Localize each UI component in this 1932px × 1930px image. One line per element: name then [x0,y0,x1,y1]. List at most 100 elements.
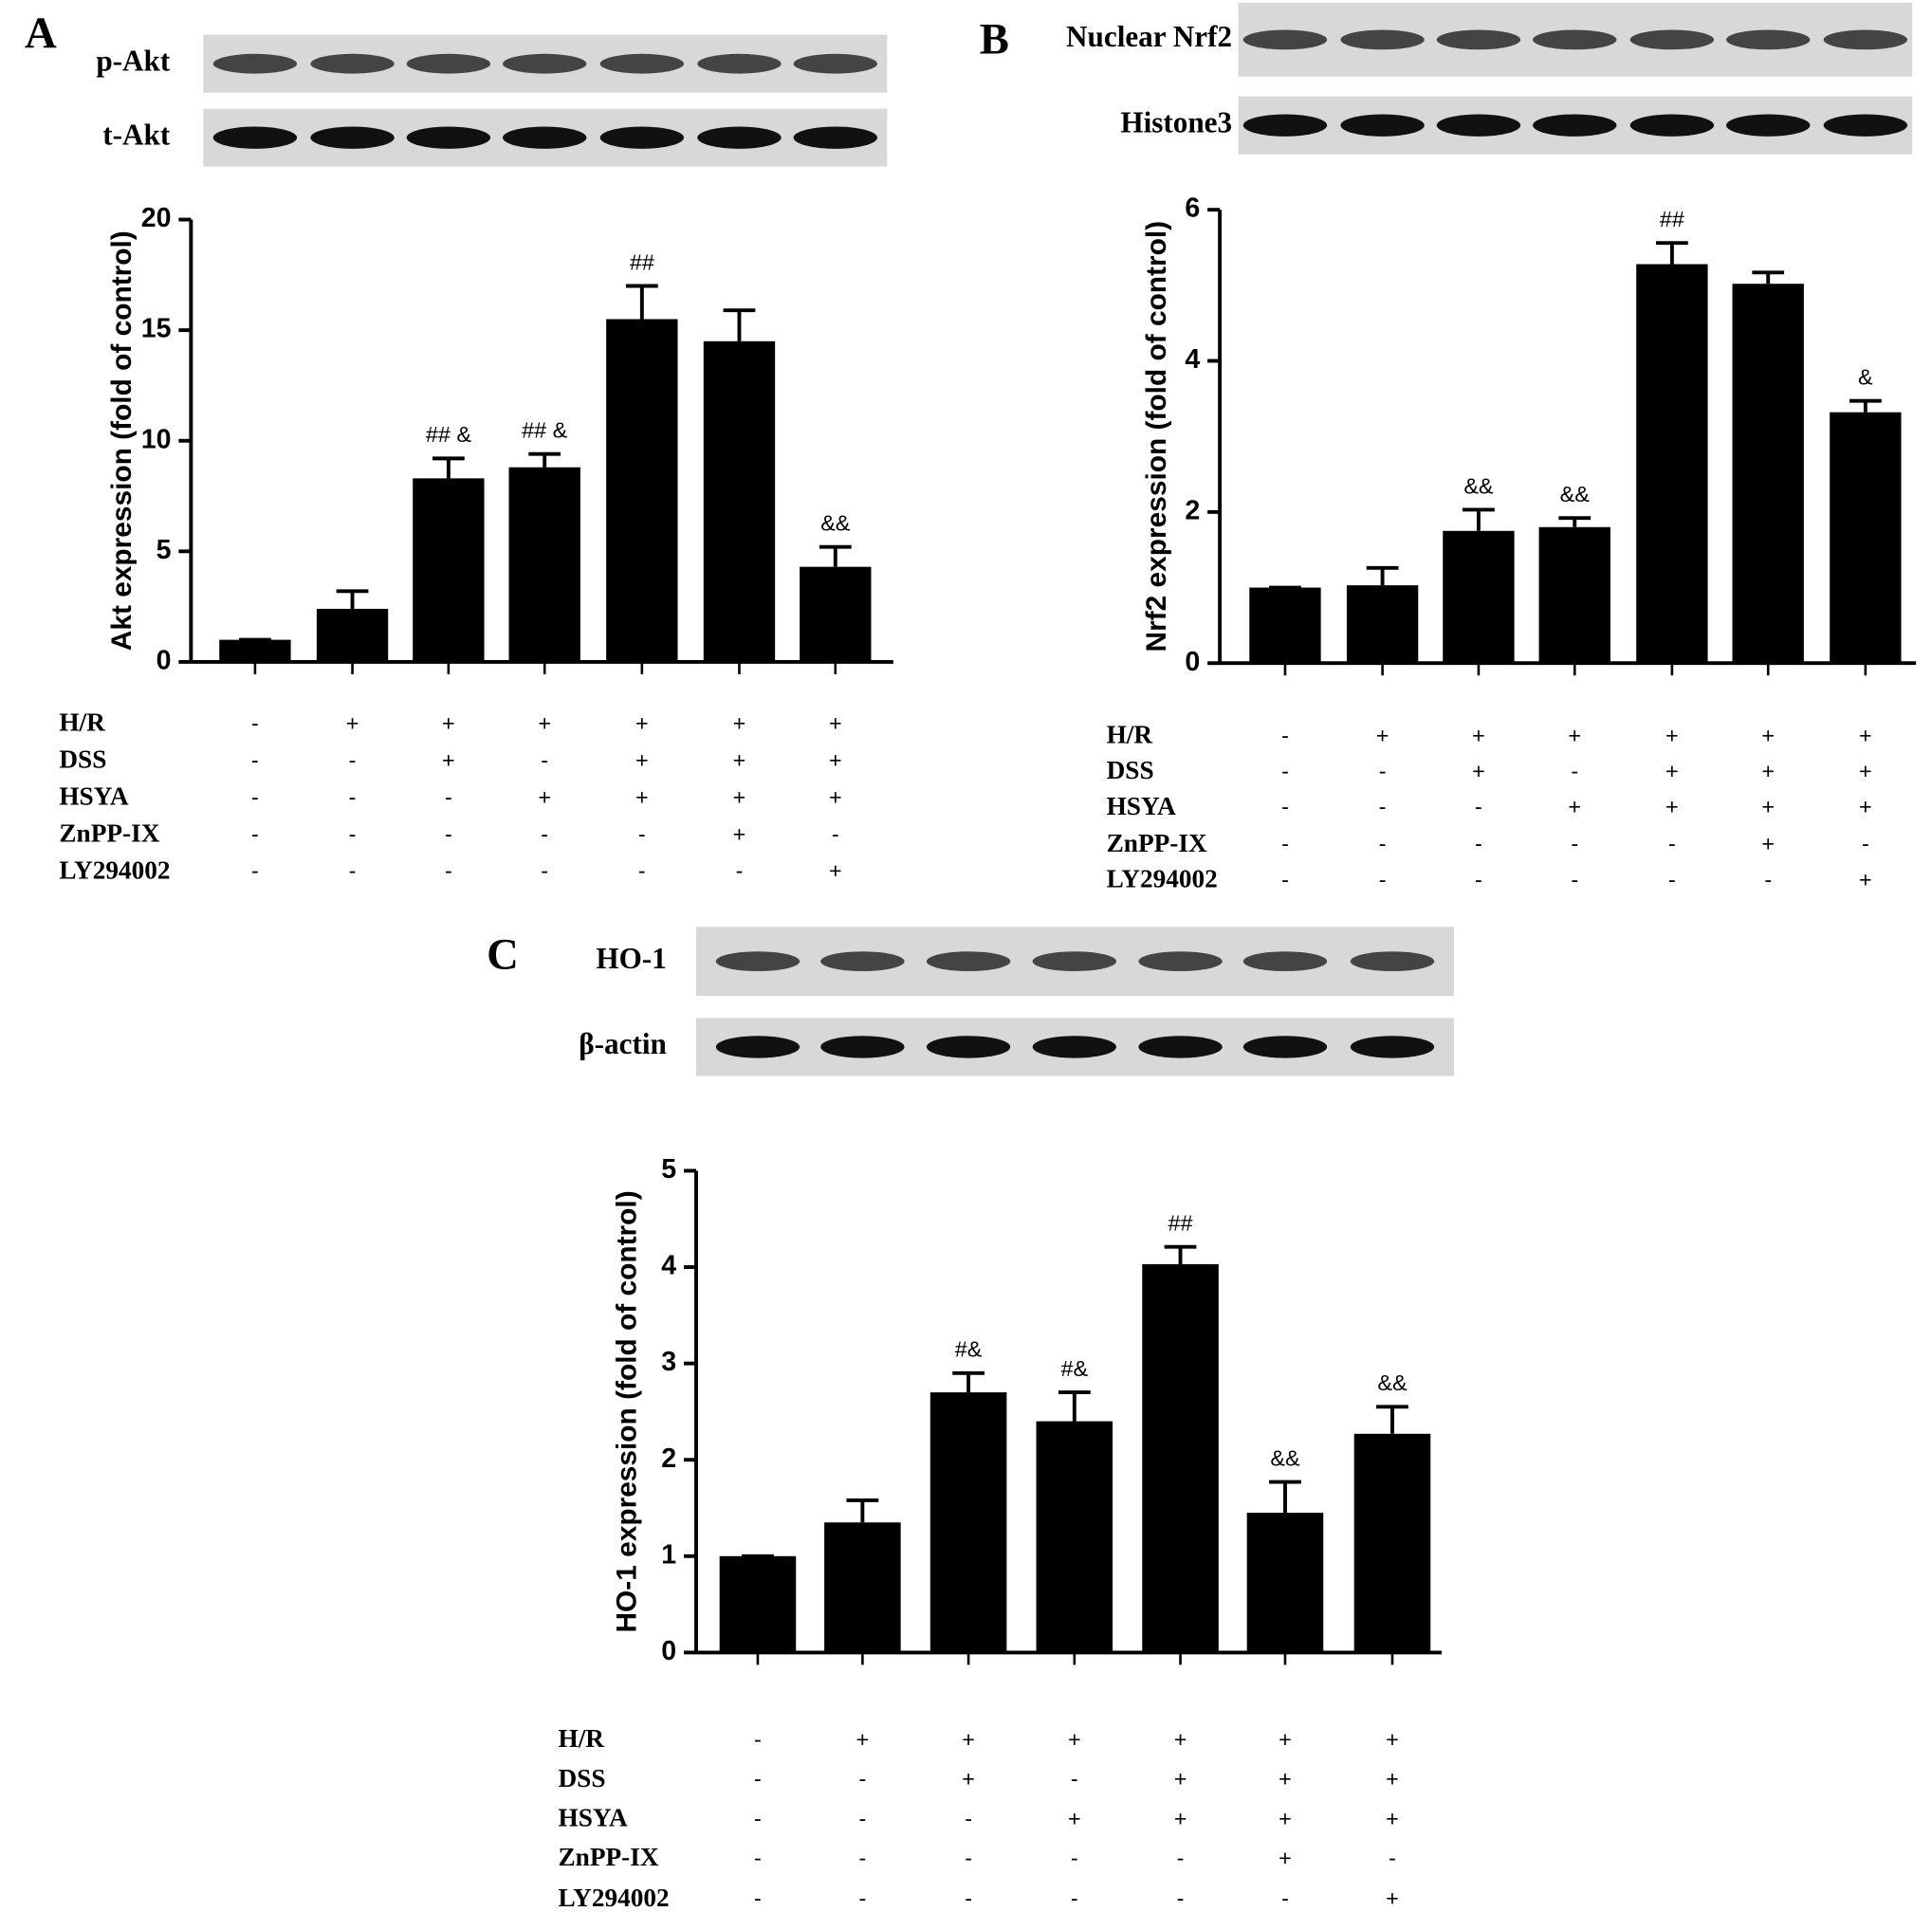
treatment-sign: + [1761,723,1775,747]
band [1242,1036,1328,1058]
band [212,126,298,149]
blot-label: β-actin [579,1027,667,1060]
significance-label: && [1463,473,1494,498]
band [1629,29,1715,50]
bar [1830,412,1902,664]
treatment-sign: - [251,858,259,883]
bar [1353,1433,1431,1653]
treatment-sign: - [858,1806,866,1830]
treatment-name: LY294002 [59,855,170,884]
treatment-sign: + [1568,723,1581,747]
treatment-sign: + [1279,1727,1292,1752]
treatment-sign: + [1174,1727,1187,1752]
treatment-sign: - [1281,1886,1289,1911]
significance-label: ## & [522,418,567,443]
band [1533,114,1617,137]
treatment-sign: - [1475,832,1482,856]
treatment-sign: + [442,747,455,772]
bar [1142,1263,1219,1653]
error-bar [528,451,561,468]
band [1436,114,1521,137]
treatment-sign: - [1571,867,1578,891]
error-bar [1656,241,1688,265]
y-tick-label: 6 [1185,193,1200,224]
y-tick-label: 2 [1185,495,1200,525]
treatment-sign: - [754,1886,762,1911]
bar [1636,264,1708,664]
error-bar [1164,1244,1197,1264]
treatment-sign: - [1379,795,1387,819]
treatment-sign: + [1859,723,1872,747]
panel-label: B [980,15,1009,64]
treatment-name: HSYA [558,1803,628,1831]
treatment-sign: - [445,858,452,883]
y-axis-label: HO-1 expression (fold of control) [611,1190,642,1632]
significance-label: ## & [426,422,471,447]
treatment-sign: - [1379,832,1387,856]
treatment-sign: - [1281,795,1289,819]
y-tick-label: 0 [661,1636,676,1666]
treatment-sign: + [1665,795,1679,819]
band [212,53,298,74]
treatment-sign: - [445,784,452,809]
treatment-sign: - [832,821,839,846]
treatment-sign: + [1761,832,1775,856]
significance-label: && [1377,1370,1408,1395]
y-axis-label: Nrf2 expression (fold of control) [1141,221,1172,653]
significance-label: & [1858,365,1873,390]
treatment-sign: - [541,747,548,772]
band [793,126,877,149]
y-tick-label: 4 [661,1251,676,1281]
band [1138,951,1223,971]
band [1138,1036,1223,1058]
band [820,951,905,971]
significance-label: ## [1660,207,1684,231]
treatment-sign: + [1279,1806,1292,1830]
significance-label: ## [630,249,654,274]
treatment-sign: + [829,858,842,883]
band [1726,114,1811,137]
treatment-sign: - [965,1806,972,1830]
treatment-name: ZnPP-IX [558,1843,658,1871]
bar [800,566,872,662]
treatment-sign: - [1281,723,1289,747]
treatment-sign: - [251,710,259,735]
band [1242,951,1328,971]
treatment-sign: - [1571,759,1578,783]
blot-label: Nuclear Nrf2 [1066,20,1232,53]
band [1340,29,1425,50]
treatment-sign: + [1376,723,1389,747]
treatment-sign: + [635,784,649,809]
treatment-sign: - [1071,1886,1078,1911]
blot-label: p-Akt [96,44,171,77]
treatment-sign: + [1386,1806,1399,1830]
treatment-sign: + [538,710,551,735]
band [1350,951,1435,971]
treatment-sign: - [349,747,357,772]
bar [606,319,678,662]
treatment-sign: - [541,858,548,883]
bar [719,1555,797,1653]
error-bar [846,1498,879,1523]
band [1032,951,1116,971]
treatment-sign: - [858,1846,866,1870]
treatment-sign: + [733,747,746,772]
treatment-sign: - [754,1846,762,1870]
band [310,126,395,149]
y-tick-label: 20 [141,203,172,233]
panel-label: A [25,9,57,58]
treatment-sign: + [1174,1767,1187,1792]
treatment-sign: - [445,821,452,846]
treatment-sign: - [349,858,357,883]
treatment-sign: - [349,821,357,846]
bar [1346,585,1419,664]
band [1242,29,1328,50]
treatment-sign: - [1281,759,1289,783]
treatment-sign: + [1761,795,1775,819]
band [1340,114,1425,137]
band [599,126,685,149]
blot-label: HO-1 [596,942,666,975]
error-bar [952,1370,984,1393]
band [406,53,491,74]
